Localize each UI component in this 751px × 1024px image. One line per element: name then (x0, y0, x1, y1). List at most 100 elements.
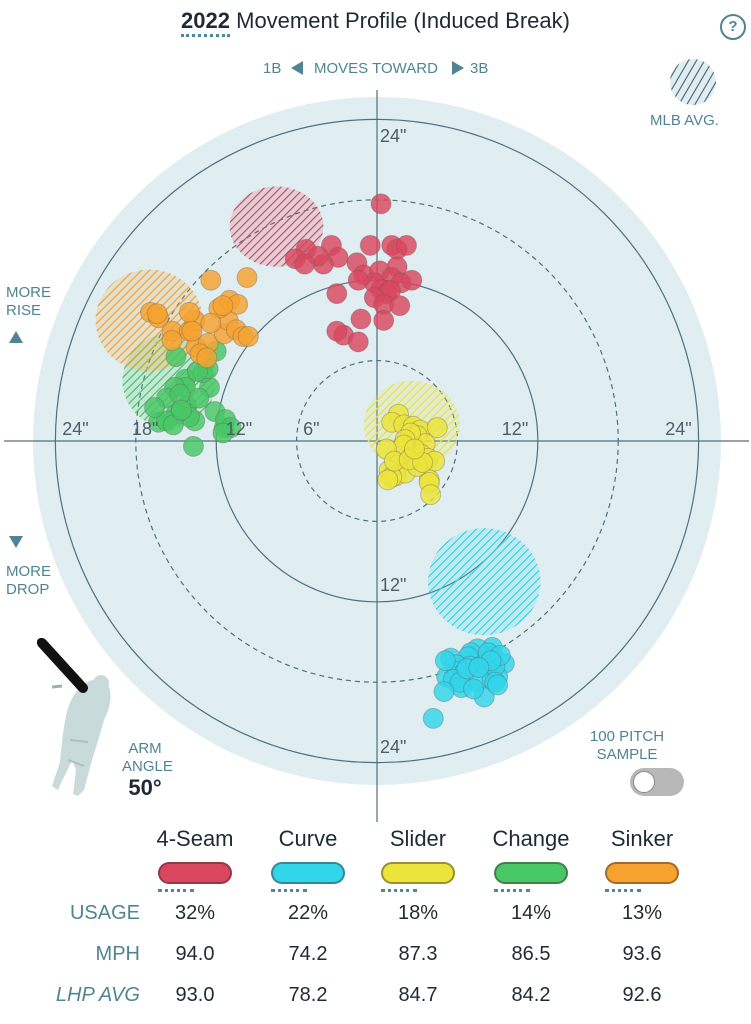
more-drop-label: MORE DROP (6, 563, 51, 598)
legend-underline (271, 889, 307, 892)
pitch-point-sinker[interactable] (236, 267, 258, 289)
mph-row-label: MPH (95, 943, 140, 965)
mph-value-4-seam: 94.0 (175, 943, 215, 965)
pitch-point-sinker[interactable] (212, 295, 234, 317)
mph-value-sinker: 93.6 (622, 943, 662, 965)
legend-swatch-slider[interactable] (381, 862, 455, 884)
legend-swatch-change[interactable] (494, 862, 568, 884)
pitch-point-4-seam[interactable] (370, 193, 392, 215)
pitch-point-change[interactable] (170, 399, 192, 421)
pitch-point-curve[interactable] (462, 678, 484, 700)
arrow-right-icon (452, 61, 464, 75)
usage-row-label: USAGE (69, 902, 140, 924)
mph-value-curve: 74.2 (288, 943, 328, 965)
pitch-point-curve[interactable] (433, 681, 455, 703)
legend-swatch-curve[interactable] (271, 862, 345, 884)
mlb-avg-label: MLB AVG. (650, 112, 719, 129)
pitch-point-4-seam[interactable] (389, 295, 411, 317)
pitch-point-4-seam[interactable] (347, 331, 369, 353)
pitch-sample-toggle[interactable] (630, 768, 684, 796)
toggle-knob (633, 771, 655, 793)
legend-underline (494, 889, 530, 892)
legend-name-slider[interactable]: Slider (389, 826, 447, 851)
usage-value-change: 14% (510, 902, 552, 924)
pitch-points (140, 193, 515, 729)
usage-value-4-seam: 32% (174, 902, 216, 924)
usage-value-sinker: 13% (621, 902, 663, 924)
pitch-point-sinker[interactable] (178, 301, 200, 323)
usage-value-curve: 22% (287, 902, 329, 924)
legend-name-change[interactable]: Change (492, 826, 570, 851)
pitch-point-4-seam[interactable] (401, 269, 423, 291)
lhp-avg-value-sinker: 92.6 (622, 984, 662, 1006)
arrow-up-icon (9, 331, 23, 343)
pitch-point-change[interactable] (182, 435, 204, 457)
lhp-avg-value-curve: 78.2 (288, 984, 328, 1006)
pitch-point-change[interactable] (144, 397, 166, 418)
pitch-sample-label: 100 PITCH SAMPLE (589, 728, 665, 763)
lhp-avg-value-slider: 84.7 (398, 984, 438, 1006)
legend-underline (381, 889, 417, 892)
pitch-point-sinker[interactable] (161, 330, 183, 351)
arm-angle-value: 50° (128, 775, 162, 800)
arrow-left-icon (291, 61, 303, 75)
pitch-point-change[interactable] (212, 422, 234, 444)
pitch-point-curve[interactable] (487, 674, 509, 696)
mlb-avg-icon (670, 59, 716, 105)
pitch-point-4-seam[interactable] (294, 253, 316, 275)
ring-label-left-24: 24" (62, 419, 88, 439)
pitch-point-4-seam[interactable] (347, 269, 369, 291)
legend-name-4-seam[interactable]: 4-Seam (156, 826, 234, 851)
lhp-avg-value-change: 84.2 (511, 984, 551, 1006)
pitch-point-curve[interactable] (468, 656, 490, 678)
mph-value-change: 86.5 (511, 943, 551, 965)
lhp-avg-row-label: LHP AVG (55, 984, 140, 1006)
pitch-point-4-seam[interactable] (326, 320, 348, 342)
legend-underline (605, 889, 641, 892)
pitch-point-4-seam[interactable] (373, 309, 395, 331)
ring-label-right-12: 12" (502, 419, 528, 439)
legend-swatch-sinker[interactable] (605, 862, 679, 884)
lhp-avg-value-4-seam: 93.0 (175, 984, 215, 1006)
legend-name-curve[interactable]: Curve (278, 826, 338, 851)
pitch-point-slider[interactable] (420, 484, 442, 506)
direction-label: MOVES TOWARD (314, 60, 438, 77)
pitch-point-sinker[interactable] (200, 269, 222, 291)
direction-1b: 1B (263, 60, 282, 77)
pitch-point-curve[interactable] (434, 650, 456, 672)
ring-label-bottom-24: 24" (380, 737, 406, 757)
ring-labels: 24" 18" 12" 6" 24" 12" 24" 12" 24" (62, 126, 691, 757)
page-title: 2022 Movement Profile (Induced Break) (0, 8, 751, 37)
mph-value-slider: 87.3 (398, 943, 438, 965)
ring-label-top-24: 24" (380, 126, 406, 146)
ring-label-bottom-12: 12" (380, 575, 406, 595)
year-selector[interactable]: 2022 (181, 8, 230, 37)
pitch-point-4-seam[interactable] (350, 308, 372, 330)
ring-label-left-18: 18" (132, 419, 158, 439)
pitcher-figure-icon (37, 638, 111, 796)
legend-underline (158, 889, 194, 892)
pitch-point-sinker[interactable] (200, 312, 222, 334)
pitch-point-sinker[interactable] (146, 303, 168, 325)
arrow-down-icon (9, 536, 23, 548)
ring-label-left-6: 6" (303, 419, 319, 439)
more-rise-label: MORE RISE (6, 284, 51, 319)
pitch-point-4-seam[interactable] (395, 234, 417, 256)
legend-swatch-4-seam[interactable] (158, 862, 232, 884)
pitch-point-sinker[interactable] (181, 320, 203, 342)
direction-3b: 3B (470, 60, 489, 77)
legend-name-sinker[interactable]: Sinker (610, 826, 674, 851)
pitch-point-sinker[interactable] (196, 347, 218, 369)
pitch-point-curve[interactable] (422, 707, 444, 729)
usage-value-slider: 18% (397, 902, 439, 924)
pitch-point-slider[interactable] (426, 417, 448, 439)
pitch-point-4-seam[interactable] (326, 283, 348, 305)
pitch-point-slider[interactable] (377, 469, 399, 491)
help-icon[interactable]: ? (720, 14, 746, 40)
pitch-point-change[interactable] (188, 387, 210, 409)
pitch-point-4-seam[interactable] (359, 234, 381, 256)
pitch-point-sinker[interactable] (237, 325, 259, 347)
ring-label-left-12: 12" (226, 419, 252, 439)
pitch-point-slider[interactable] (404, 438, 426, 460)
